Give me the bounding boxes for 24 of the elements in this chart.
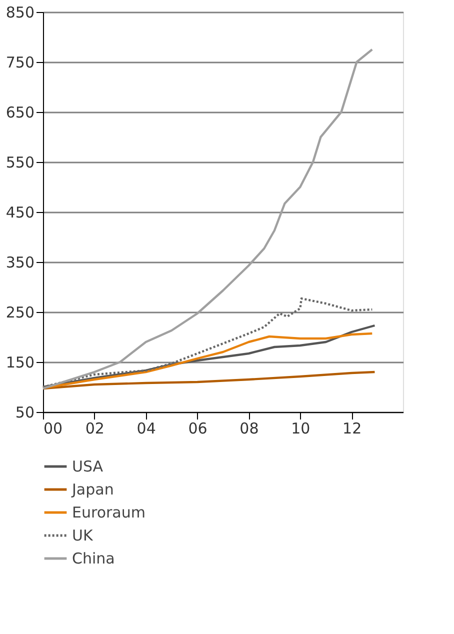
line-series xyxy=(42,48,374,390)
x-tick-label: 12 xyxy=(342,420,362,438)
legend-label: USA xyxy=(72,458,104,476)
y-tick-label: 250 xyxy=(6,304,34,322)
x-tick-label: 02 xyxy=(85,420,104,438)
legend-label: Euroraum xyxy=(72,504,146,522)
y-tick-label: 650 xyxy=(6,104,34,122)
legend-label: UK xyxy=(72,526,94,544)
y-tick-label: 350 xyxy=(6,254,34,272)
x-tick-label: 06 xyxy=(188,420,208,438)
y-tick-label: 750 xyxy=(6,54,34,72)
line-series xyxy=(42,370,376,390)
y-tick-label: 450 xyxy=(6,204,34,222)
x-tick-label: 08 xyxy=(240,420,259,438)
y-tick-label: 150 xyxy=(6,354,34,372)
legend-label: Japan xyxy=(71,480,114,498)
y-tick-label: 850 xyxy=(6,4,34,22)
y-tick-label: 50 xyxy=(15,404,34,422)
line-series xyxy=(42,297,374,388)
x-tick-label: 00 xyxy=(44,420,63,438)
y-tick-label: 550 xyxy=(6,154,34,172)
x-tick-label: 10 xyxy=(291,420,310,438)
legend-label: China xyxy=(72,550,115,568)
x-tick-label: 04 xyxy=(136,420,156,438)
